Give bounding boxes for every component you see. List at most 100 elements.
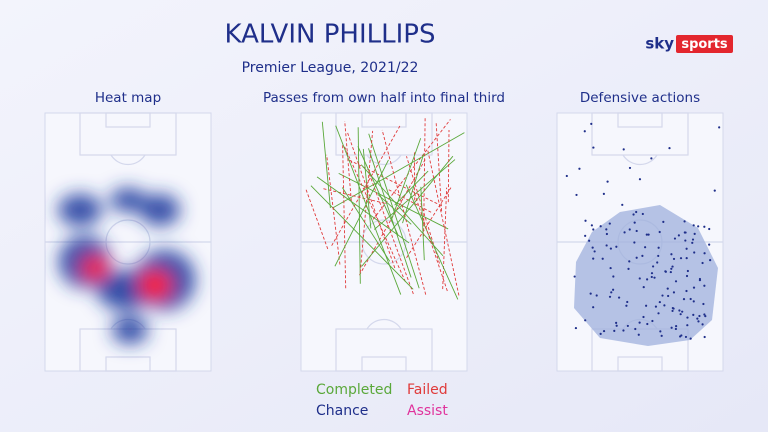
action-dot: [641, 212, 644, 216]
action-dot: [625, 304, 628, 307]
action-dot: [621, 203, 624, 206]
action-dot: [670, 326, 673, 329]
penalty-arc: [110, 154, 146, 165]
action-dot: [653, 276, 656, 279]
action-dot: [659, 330, 662, 333]
action-dot: [692, 313, 695, 316]
action-dot: [613, 329, 616, 332]
action-dot: [605, 228, 608, 231]
pass-completed: [341, 187, 391, 262]
action-dot: [697, 225, 700, 228]
pass-completed: [335, 125, 402, 295]
action-dot: [650, 157, 653, 160]
pass-failed: [406, 187, 452, 258]
pass-failed: [413, 191, 448, 292]
action-dot: [592, 306, 595, 309]
action-dot: [647, 233, 650, 236]
six-yard-box: [105, 356, 151, 372]
heat-hotspot: [82, 257, 108, 279]
heat-layer: [58, 188, 195, 344]
action-dot: [608, 222, 611, 225]
action-dot: [591, 246, 594, 249]
penalty-arc: [366, 154, 402, 165]
action-dot: [635, 210, 638, 214]
action-dot: [692, 224, 695, 227]
action-dot: [573, 275, 576, 278]
pass-completed: [360, 164, 444, 257]
action-dot: [583, 130, 586, 133]
action-dot: [685, 257, 688, 260]
pass-completed: [316, 176, 410, 244]
pass-failed: [344, 121, 352, 202]
action-dot: [605, 244, 608, 247]
action-dot: [627, 267, 630, 270]
pass-completed: [361, 155, 454, 267]
action-dot: [675, 325, 678, 328]
penalty-arc: [366, 319, 402, 330]
pass-completed: [405, 184, 459, 300]
heat-blob: [112, 316, 148, 344]
action-dot: [692, 286, 696, 289]
pitch: [556, 112, 724, 372]
legend-completed: Completed: [316, 382, 392, 398]
action-dot: [657, 254, 660, 258]
pass-completed: [394, 170, 429, 206]
logo-sports: sports: [681, 37, 728, 52]
pass-completed: [368, 148, 412, 278]
pass-layer: [305, 117, 465, 300]
action-dot: [685, 247, 688, 250]
pass-completed: [334, 159, 389, 267]
action-dot: [693, 251, 696, 254]
action-dot: [590, 224, 593, 227]
action-dot: [623, 231, 626, 234]
heat-blob: [110, 188, 146, 212]
action-dot: [637, 333, 640, 336]
pass-failed: [305, 187, 329, 250]
pass-completed: [390, 138, 422, 221]
action-dot: [672, 291, 676, 294]
legend: Completed Failed Chance Assist: [316, 382, 448, 419]
six-yard-box: [361, 112, 407, 128]
action-dot: [589, 292, 592, 295]
action-dot: [651, 265, 655, 268]
legend-chance: Chance: [316, 403, 368, 419]
six-yard-box: [361, 356, 407, 372]
action-dot: [588, 239, 591, 242]
heat-blob: [140, 194, 180, 226]
action-dot: [615, 245, 618, 248]
pass-completed: [332, 132, 465, 209]
action-dot: [704, 315, 707, 318]
heat-blob: [58, 194, 102, 226]
action-dot: [683, 220, 686, 223]
action-dot: [708, 227, 711, 231]
action-dot: [622, 148, 625, 151]
action-dot: [658, 230, 661, 234]
action-dot: [644, 246, 647, 249]
action-dot: [671, 309, 674, 313]
action-dot: [678, 335, 682, 338]
action-dot: [660, 334, 663, 337]
pass-completed: [357, 127, 361, 284]
action-dot: [670, 267, 673, 270]
pitch-markings: [45, 112, 211, 372]
action-dot: [672, 257, 676, 261]
action-dot: [638, 178, 642, 181]
action-dot: [686, 269, 689, 273]
action-dot: [682, 298, 686, 301]
action-dot: [693, 232, 696, 236]
action-dot: [668, 147, 671, 150]
action-dot: [615, 321, 618, 325]
title: KALVIN PHILLIPS: [225, 20, 436, 50]
action-dot: [606, 180, 609, 183]
action-dot: [698, 277, 702, 281]
centre-circle: [361, 219, 407, 265]
action-dot: [599, 225, 602, 228]
action-dot: [679, 257, 683, 260]
pass-completed: [321, 121, 331, 209]
action-dot: [689, 337, 692, 340]
pass-failed: [447, 130, 450, 203]
action-dot: [645, 304, 648, 307]
action-dot: [609, 266, 612, 270]
